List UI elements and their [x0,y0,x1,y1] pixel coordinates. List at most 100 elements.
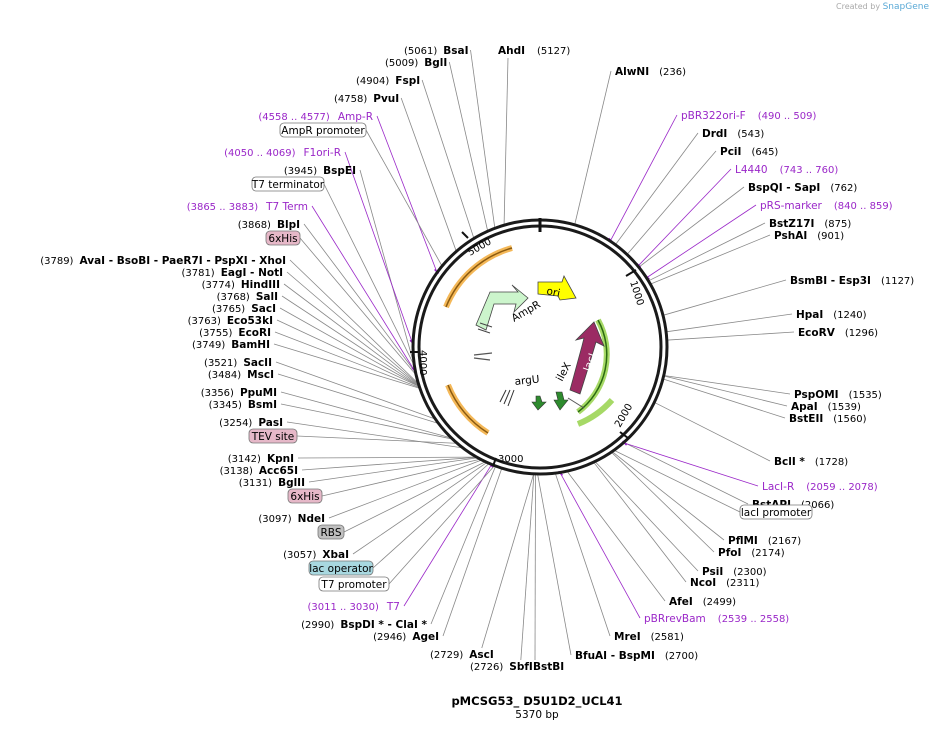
enzyme-pcii-line [627,150,717,255]
primer-laci-r[interactable]: LacI-R (2059 .. 2078) [762,481,878,493]
enzyme-fspi[interactable]: (4904) FspI [356,75,420,87]
pill-label: 6xHis [268,233,297,245]
enzyme-mrei[interactable]: MreI (2581) [614,631,684,643]
primer-l4440-name: L4440 [735,164,768,176]
enzyme-bsteii[interactable]: BstEII (1560) [789,413,867,425]
enzyme-pvui[interactable]: (4758) PvuI [334,93,399,105]
enzyme-bstbi[interactable]: BstBI [533,661,564,673]
feature-6xhis-4[interactable]: 6xHis [287,488,323,504]
enzyme-psii[interactable]: PsiI (2300) [702,566,767,578]
primer-amp-r[interactable]: (4558 .. 4577) Amp-R [258,111,373,123]
feature-lac-operator-6[interactable]: lac operator [308,560,373,576]
enzyme-eagi-noti[interactable]: (3781) EagI - NotI [181,267,283,279]
enzyme-fspi-name: FspI [395,75,420,87]
enzyme-sbfi-pos: (2726) [470,662,503,673]
ring-tick-3000: 3000 [492,454,523,467]
enzyme-drdi[interactable]: DrdI (543) [702,128,764,140]
enzyme-sbfi[interactable]: (2726) SbfI [470,661,533,673]
enzyme-drdi-name: DrdI [702,128,727,140]
enzyme-hpai[interactable]: HpaI (1240) [796,309,867,321]
feature-rbs-5[interactable]: RBS [317,524,345,540]
enzyme-ndei[interactable]: (3097) NdeI [258,513,325,525]
enzyme-pshai[interactable]: PshAI (901) [774,230,844,242]
primer-prs-marker-name: pRS-marker [760,200,823,212]
enzyme-ncoi[interactable]: NcoI (2311) [690,577,759,589]
primer-f1ori-r[interactable]: (4050 .. 4069) F1ori-R [224,147,341,159]
primer-pbr322ori-f[interactable]: pBR322ori-F (490 .. 509) [681,110,816,122]
enzyme-afei-pos: (2499) [703,597,736,608]
enzyme-msci[interactable]: (3484) MscI [208,369,274,381]
enzyme-ecorv[interactable]: EcoRV (1296) [798,327,878,339]
enzyme-pspomi[interactable]: PspOMI (1535) [794,389,882,401]
enzyme-bamhi[interactable]: (3749) BamHI [192,339,270,351]
enzyme-bsmbi-esp3i[interactable]: BsmBI - Esp3I (1127) [790,275,914,287]
enzyme-bfuai-bspmi[interactable]: BfuAI - BspMI (2700) [575,650,698,662]
primer-l4440[interactable]: L4440 (743 .. 760) [735,164,838,176]
laci-orf-arc-core [577,319,608,413]
enzyme-eagi-noti-line [286,271,418,384]
ilex-arrow[interactable] [553,391,569,411]
enzyme-bgli-pos: (5009) [385,58,418,69]
enzyme-xbai[interactable]: (3057) XbaI [283,549,349,561]
enzyme-pflmi[interactable]: PflMI (2167) [728,535,801,547]
feature-t7-terminator-1[interactable]: T7 terminator [251,176,325,192]
enzyme-pfoi[interactable]: PfoI (2174) [718,547,785,559]
enzyme-afei[interactable]: AfeI (2499) [669,596,736,608]
enzyme-hindiii[interactable]: (3774) HindIII [202,279,280,291]
enzyme-pcii[interactable]: PciI (645) [720,146,778,158]
enzyme-avai-bsobi-paer7i-pspxi-xhoi[interactable]: (3789) AvaI - BsoBI - PaeR7I - PspXI - Xh… [40,255,286,267]
enzyme-bspdi-clai[interactable]: (2990) BspDI * - ClaI * [301,619,427,631]
enzyme-bcli[interactable]: BclI * (1728) [774,456,848,468]
ori-arrow[interactable] [537,275,577,301]
enzyme-acc65i[interactable]: (3138) Acc65I [220,465,298,477]
enzyme-bsmi-pos: (3345) [209,400,242,411]
enzyme-bglii[interactable]: (3131) BglII [239,477,305,489]
enzyme-pasi[interactable]: (3254) PasI [219,417,283,429]
feature-6xhis-2[interactable]: 6xHis [265,230,301,246]
primer-prs-marker[interactable]: pRS-marker (840 .. 859) [760,200,893,212]
enzyme-bsmi[interactable]: (3345) BsmI [209,399,277,411]
enzyme-xbai-name: XbaI [322,549,349,561]
primer-t7[interactable]: (3011 .. 3030) T7 [307,601,400,613]
enzyme-agei[interactable]: (2946) AgeI [373,631,439,643]
enzyme-bspqi-sapi[interactable]: BspQI - SapI (762) [748,182,857,194]
enzyme-ahdi[interactable]: AhdI (5127) [498,45,570,57]
enzyme-apai[interactable]: ApaI (1539) [791,401,861,413]
enzyme-bsmbi-esp3i-line [663,279,787,316]
pill-label: TEV site [251,431,295,443]
feature-tev-site-3[interactable]: TEV site [248,428,298,444]
enzyme-sali[interactable]: (3768) SalI [217,291,278,303]
feature-t7-promoter-7[interactable]: T7 promoter [318,576,390,592]
enzyme-pfoi-line [611,452,715,553]
enzyme-sacii[interactable]: (3521) SacII [204,357,272,369]
ring-tick-4000: 4000 [410,350,428,375]
primer-pbrrevbam[interactable]: pBRrevBam (2539 .. 2558) [644,613,789,625]
laci-arrow[interactable] [569,321,605,395]
feature-laci-promoter[interactable]: lacI promoter [739,504,813,520]
enzyme-saci[interactable]: (3765) SacI [212,303,276,315]
enzyme-asci[interactable]: (2729) AscI [430,649,494,661]
enzyme-asci-pos: (2729) [430,650,463,661]
argu-arrow[interactable] [531,395,547,411]
enzyme-ecori[interactable]: (3755) EcoRI [199,327,271,339]
enzyme-ppumi[interactable]: (3356) PpuMI [201,387,277,399]
enzyme-bstz17i[interactable]: BstZ17I (875) [769,218,851,230]
enzyme-blpi-line [303,223,415,371]
enzyme-blpi[interactable]: (3868) BlpI [238,219,300,231]
enzyme-bsmbi-esp3i-pos: (1127) [881,276,914,287]
enzyme-bgli[interactable]: (5009) BglI [385,57,447,69]
enzyme-bsai[interactable]: (5061) BsaI [404,45,469,57]
ampr-arrow[interactable] [475,284,529,331]
enzyme-kpni[interactable]: (3142) KpnI [228,453,294,465]
pill-box [251,176,325,192]
enzyme-ncoi-name: NcoI [690,577,716,589]
enzyme-sacii-name: SacII [243,357,272,369]
primer-t7-term[interactable]: (3865 .. 3883) T7 Term [187,201,308,213]
feature-ampr-promoter-0[interactable]: AmpR promoter [279,122,367,138]
enzyme-bamhi-pos: (3749) [192,340,225,351]
feature-tev-site-3-line [296,435,456,444]
enzyme-eco53ki[interactable]: (3763) Eco53kI [188,315,273,327]
enzyme-alwni[interactable]: AlwNI (236) [615,66,686,78]
enzyme-bfuai-bspmi-pos: (2700) [665,651,698,662]
enzyme-bspei[interactable]: (3945) BspEI [284,165,356,177]
